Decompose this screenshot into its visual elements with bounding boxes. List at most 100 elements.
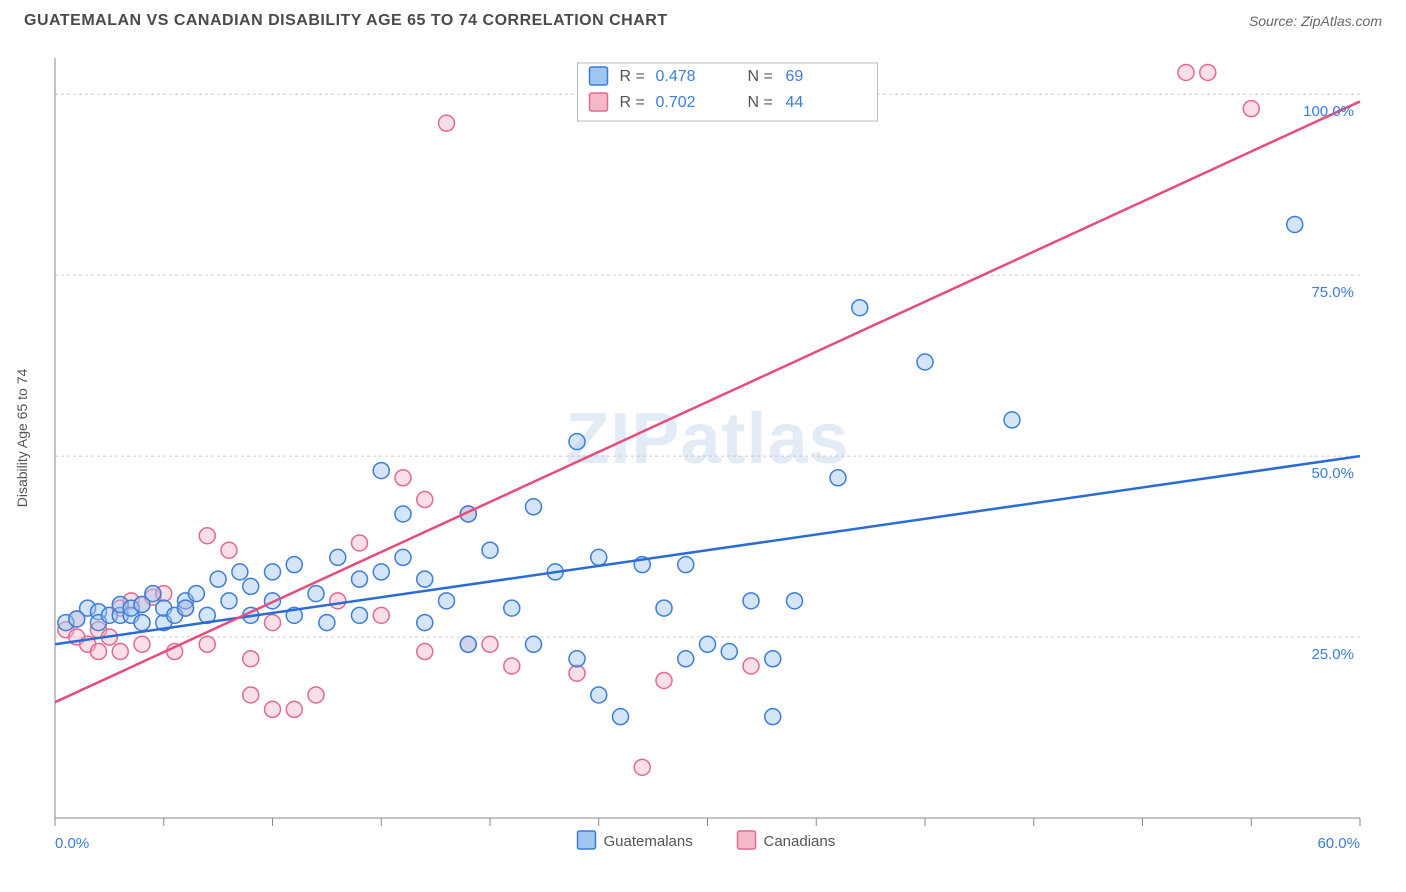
data-point — [352, 571, 368, 587]
x-tick-label: 0.0% — [55, 835, 89, 852]
data-point — [504, 600, 520, 616]
legend-swatch — [590, 67, 608, 85]
data-point — [373, 564, 389, 580]
data-point — [395, 506, 411, 522]
data-point — [112, 644, 128, 660]
data-point — [439, 115, 455, 131]
data-point — [330, 593, 346, 609]
data-point — [395, 549, 411, 565]
data-point — [145, 586, 161, 602]
data-point — [1287, 216, 1303, 232]
data-point — [678, 557, 694, 573]
data-point — [613, 709, 629, 725]
trend-line — [55, 101, 1360, 702]
trend-line — [55, 456, 1360, 644]
data-point — [286, 557, 302, 573]
watermark: ZIPatlas — [565, 399, 849, 479]
data-point — [232, 564, 248, 580]
data-point — [656, 672, 672, 688]
data-point — [417, 492, 433, 508]
data-point — [482, 636, 498, 652]
data-point — [417, 571, 433, 587]
n-value: 44 — [786, 94, 804, 111]
data-point — [1004, 412, 1020, 428]
data-point — [591, 549, 607, 565]
data-point — [569, 665, 585, 681]
data-point — [308, 586, 324, 602]
data-point — [721, 644, 737, 660]
data-point — [308, 687, 324, 703]
legend-label: Canadians — [764, 833, 836, 850]
data-point — [373, 463, 389, 479]
data-point — [265, 701, 281, 717]
data-point — [678, 651, 694, 667]
data-point — [743, 658, 759, 674]
data-point — [656, 600, 672, 616]
data-point — [221, 593, 237, 609]
data-point — [417, 615, 433, 631]
data-point — [700, 636, 716, 652]
r-value: 0.702 — [656, 94, 696, 111]
data-point — [417, 644, 433, 660]
data-point — [395, 470, 411, 486]
data-point — [765, 651, 781, 667]
r-label: R = — [620, 68, 645, 85]
data-point — [330, 549, 346, 565]
data-point — [243, 687, 259, 703]
data-point — [1178, 64, 1194, 80]
r-value: 0.478 — [656, 68, 696, 85]
data-point — [1243, 101, 1259, 117]
n-value: 69 — [786, 68, 804, 85]
data-point — [504, 658, 520, 674]
data-point — [265, 615, 281, 631]
data-point — [243, 651, 259, 667]
y-tick-label: 100.0% — [1303, 103, 1354, 120]
data-point — [221, 542, 237, 558]
data-point — [591, 687, 607, 703]
data-point — [265, 564, 281, 580]
data-point — [178, 600, 194, 616]
data-point — [243, 578, 259, 594]
x-tick-label: 60.0% — [1317, 835, 1360, 852]
data-point — [765, 709, 781, 725]
data-point — [526, 636, 542, 652]
legend-swatch — [578, 831, 596, 849]
data-point — [852, 300, 868, 316]
data-point — [286, 701, 302, 717]
legend-swatch — [738, 831, 756, 849]
data-point — [787, 593, 803, 609]
data-point — [352, 607, 368, 623]
data-point — [91, 644, 107, 660]
data-point — [569, 651, 585, 667]
legend-label: Guatemalans — [604, 833, 693, 850]
data-point — [199, 528, 215, 544]
n-label: N = — [748, 94, 773, 111]
data-point — [352, 535, 368, 551]
data-point — [319, 615, 335, 631]
data-point — [199, 636, 215, 652]
data-point — [569, 434, 585, 450]
data-point — [634, 759, 650, 775]
data-point — [1200, 64, 1216, 80]
data-point — [743, 593, 759, 609]
r-label: R = — [620, 94, 645, 111]
y-axis-title: Disability Age 65 to 74 — [14, 369, 30, 508]
data-point — [134, 615, 150, 631]
data-point — [917, 354, 933, 370]
data-point — [134, 636, 150, 652]
data-point — [210, 571, 226, 587]
n-label: N = — [748, 68, 773, 85]
legend-swatch — [590, 93, 608, 111]
data-point — [482, 542, 498, 558]
data-point — [830, 470, 846, 486]
y-tick-label: 75.0% — [1311, 284, 1354, 301]
data-point — [439, 593, 455, 609]
correlation-scatter-chart: ZIPatlas0.0%60.0%25.0%50.0%75.0%100.0%Di… — [0, 38, 1406, 888]
data-point — [373, 607, 389, 623]
page-title: GUATEMALAN VS CANADIAN DISABILITY AGE 65… — [24, 12, 668, 30]
data-point — [460, 636, 476, 652]
y-tick-label: 50.0% — [1311, 465, 1354, 482]
source-label: Source: ZipAtlas.com — [1249, 13, 1382, 29]
data-point — [188, 586, 204, 602]
data-point — [526, 499, 542, 515]
